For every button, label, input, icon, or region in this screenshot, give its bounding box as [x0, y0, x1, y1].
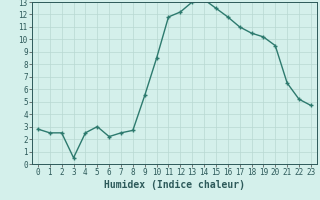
X-axis label: Humidex (Indice chaleur): Humidex (Indice chaleur) — [104, 180, 245, 190]
